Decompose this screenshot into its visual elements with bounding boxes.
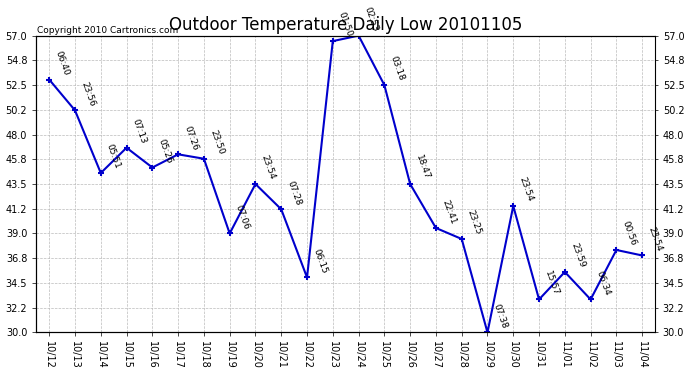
- Text: 07:28: 07:28: [286, 179, 303, 207]
- Text: 01:50: 01:50: [337, 11, 354, 38]
- Text: 18:47: 18:47: [414, 154, 431, 181]
- Text: 03:18: 03:18: [388, 55, 406, 82]
- Text: 07:26: 07:26: [182, 124, 199, 152]
- Text: 23:50: 23:50: [208, 129, 226, 156]
- Text: 07:38: 07:38: [492, 302, 509, 330]
- Text: 23:54: 23:54: [647, 225, 664, 253]
- Text: 05:26: 05:26: [157, 138, 174, 165]
- Text: 06:40: 06:40: [53, 50, 70, 77]
- Text: 07:06: 07:06: [234, 203, 251, 231]
- Text: Copyright 2010 Cartronics.com: Copyright 2010 Cartronics.com: [37, 26, 178, 35]
- Text: 05:51: 05:51: [105, 143, 122, 170]
- Text: 23:25: 23:25: [466, 209, 483, 236]
- Text: 06:15: 06:15: [311, 247, 328, 274]
- Text: 22:41: 22:41: [440, 198, 457, 225]
- Text: 23:54: 23:54: [259, 154, 277, 181]
- Title: Outdoor Temperature Daily Low 20101105: Outdoor Temperature Daily Low 20101105: [169, 16, 522, 34]
- Text: 15:57: 15:57: [543, 269, 560, 297]
- Text: 06:34: 06:34: [595, 269, 612, 297]
- Text: 23:54: 23:54: [518, 176, 535, 203]
- Text: 23:59: 23:59: [569, 242, 586, 269]
- Text: 00:56: 00:56: [620, 220, 638, 247]
- Text: 23:56: 23:56: [79, 80, 97, 108]
- Text: 02:53: 02:53: [363, 6, 380, 33]
- Text: 07:13: 07:13: [130, 118, 148, 145]
